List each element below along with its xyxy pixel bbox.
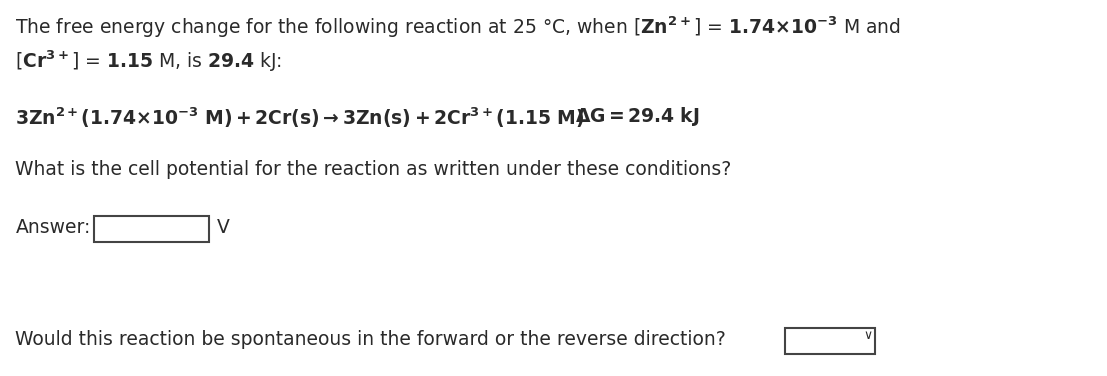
Text: Would this reaction be spontaneous in the forward or the reverse direction?: Would this reaction be spontaneous in th…	[15, 330, 726, 349]
Text: $\mathbf{\Delta G = 29.4\ kJ}$: $\mathbf{\Delta G = 29.4\ kJ}$	[576, 105, 700, 128]
Text: [$\mathbf{Cr^{3+}}$] = $\mathbf{1.15}$ M, is $\mathbf{29.4}$ kJ:: [$\mathbf{Cr^{3+}}$] = $\mathbf{1.15}$ M…	[15, 48, 282, 73]
FancyBboxPatch shape	[94, 216, 209, 242]
FancyBboxPatch shape	[785, 328, 875, 354]
Text: V: V	[217, 218, 230, 237]
Text: Answer:: Answer:	[15, 218, 91, 237]
Text: The free energy change for the following reaction at 25 °C, when [$\mathbf{Zn^{2: The free energy change for the following…	[15, 14, 901, 39]
Text: What is the cell potential for the reaction as written under these conditions?: What is the cell potential for the react…	[15, 160, 732, 179]
Text: $\mathbf{3Zn^{2+}(1.74{\times}10^{-3}\ M) + 2Cr(s){\rightarrow}3Zn(s) + 2Cr^{3+}: $\mathbf{3Zn^{2+}(1.74{\times}10^{-3}\ M…	[15, 105, 584, 129]
Text: ∨: ∨	[863, 329, 872, 342]
